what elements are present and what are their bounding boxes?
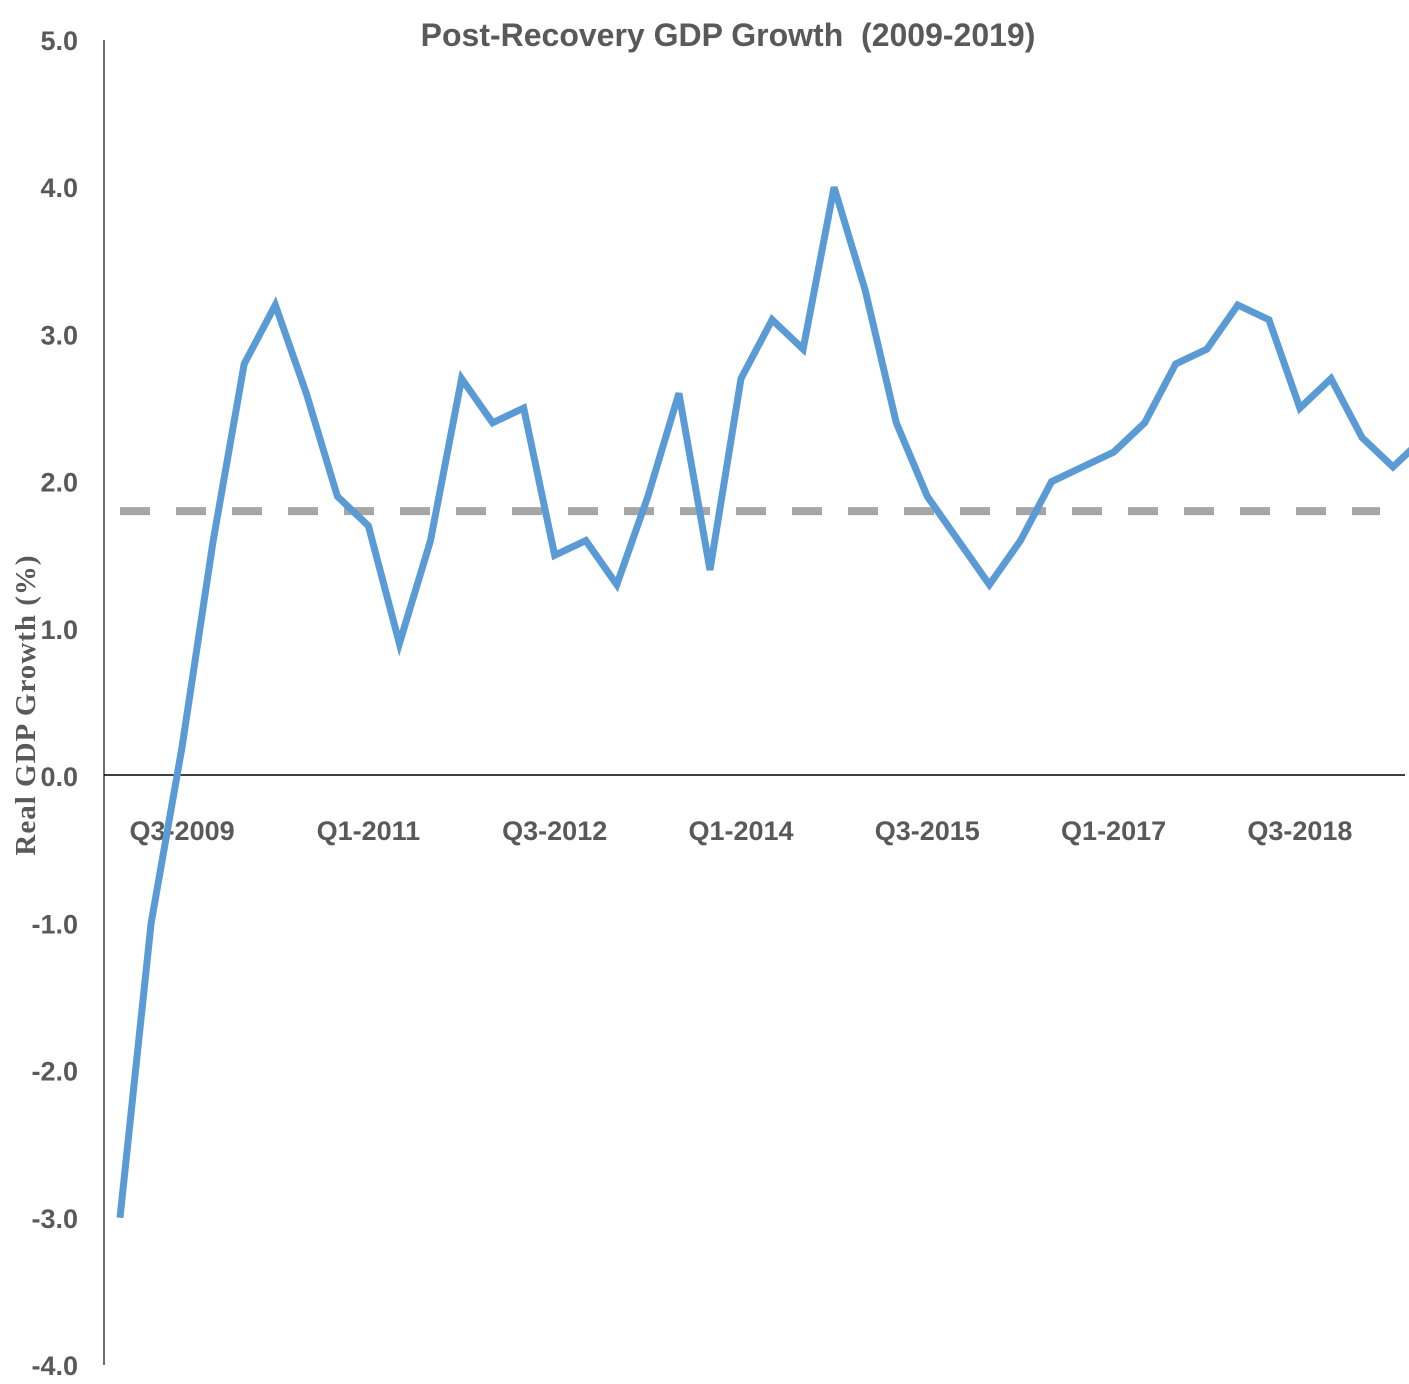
x-tick-label: Q3-2018 xyxy=(1247,816,1352,846)
y-tick-label: 0.0 xyxy=(40,762,78,792)
y-tick-label: -2.0 xyxy=(31,1057,78,1087)
x-tick-label: Q3-2012 xyxy=(502,816,607,846)
gdp-growth-series-line xyxy=(116,186,1409,1219)
y-tick-label: -3.0 xyxy=(31,1204,78,1234)
chart-title: Post-Recovery GDP Growth (2009-2019) xyxy=(421,17,1036,53)
x-tick-label: Q3-2009 xyxy=(130,816,235,846)
y-tick-label: 5.0 xyxy=(40,26,78,56)
x-tick-label: Q1-2017 xyxy=(1061,816,1166,846)
y-tick-label: -4.0 xyxy=(31,1351,78,1381)
x-tick-label: Q1-2011 xyxy=(317,816,421,846)
x-tick-label: Q3-2015 xyxy=(875,816,980,846)
series-group xyxy=(116,186,1409,1219)
y-axis-label: Real GDP Growth (%) xyxy=(10,554,42,855)
y-tick-label: 1.0 xyxy=(40,615,78,645)
x-tick-label: Q1-2014 xyxy=(688,816,793,846)
y-tick-label: 3.0 xyxy=(40,320,78,350)
y-tick-labels: 5.0 4.0 3.0 2.0 1.0 0.0 -1.0 -2.0 -3.0 -4.0 xyxy=(31,26,78,1381)
y-tick-label: 2.0 xyxy=(40,468,78,498)
y-tick-label: 4.0 xyxy=(40,173,78,203)
y-tick-label: -1.0 xyxy=(31,909,78,939)
x-tick-labels: Q3-2009 Q1-2011 Q3-2012 Q1-2014 Q3-2015 Q1-20… xyxy=(130,816,1353,846)
